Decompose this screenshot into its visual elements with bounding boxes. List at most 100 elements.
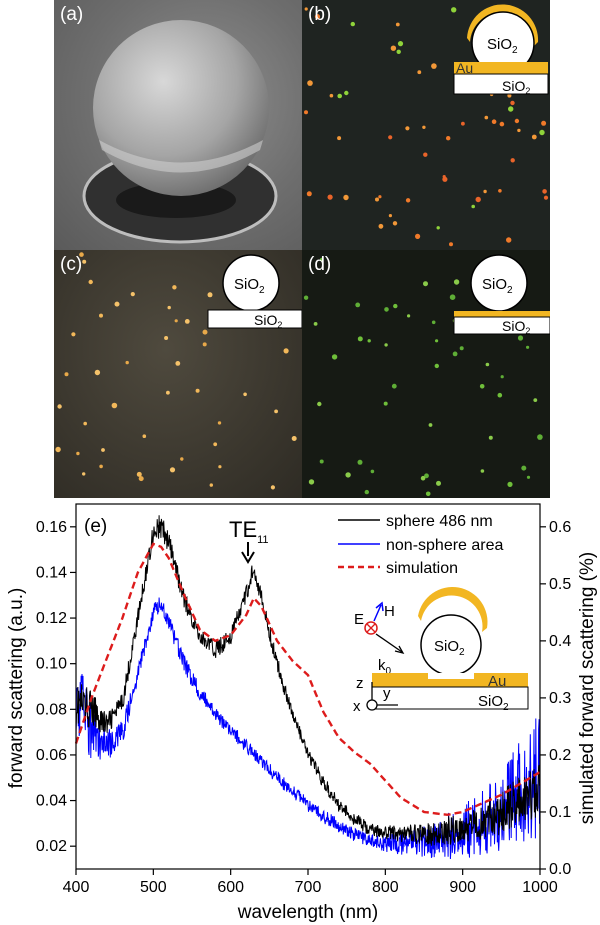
panel-c-schematic: SiO2 SiO2 — [207, 254, 302, 330]
legend-label-simulation: simulation — [386, 560, 458, 577]
panel-b-gold-cap — [467, 4, 539, 47]
scattering-particle — [209, 483, 213, 487]
inset-z-label: z — [356, 675, 364, 692]
scattering-particle — [304, 7, 308, 11]
scattering-particle — [82, 472, 86, 476]
panel-b-schematic: SiO2 Au SiO2 — [453, 4, 549, 96]
scattering-particle — [451, 7, 457, 13]
panel-c-substrate-label: SiO2 — [254, 312, 282, 330]
scattering-particle — [174, 319, 178, 323]
scattering-particle — [491, 119, 497, 124]
te11-annotation: TE11 — [229, 517, 269, 546]
scattering-particle — [436, 480, 441, 486]
scattering-particle — [475, 196, 481, 203]
legend-label-non-sphere: non-sphere area — [386, 537, 504, 554]
scattering-particle — [270, 485, 275, 490]
scattering-particle — [479, 384, 485, 389]
scattering-particle — [471, 204, 475, 209]
scattering-particle — [483, 189, 487, 194]
y-tick-label-left: 0.08 — [36, 701, 67, 718]
inset-h-label: H — [384, 603, 395, 620]
scattering-particle — [111, 402, 118, 409]
x-tick-label: 500 — [140, 879, 167, 896]
scattering-particle — [364, 489, 369, 495]
scattering-particle — [507, 93, 512, 98]
scattering-particle — [453, 279, 460, 285]
panel-d-schematic: SiO2 SiO2 — [453, 254, 550, 336]
panel-a-label: (a) — [60, 4, 84, 25]
scattering-particle — [506, 237, 512, 243]
scattering-particle — [424, 473, 429, 479]
scattering-particle — [202, 342, 207, 347]
scattering-particle — [99, 464, 103, 469]
panel-b-sphere-label: SiO2 — [487, 36, 518, 56]
scattering-particle — [76, 451, 80, 456]
scattering-particle — [383, 401, 388, 406]
scattering-particle — [384, 343, 388, 347]
scattering-particle — [395, 22, 400, 27]
y-tick-label-left: 0.06 — [36, 747, 67, 764]
y-tick-label-right: 0.4 — [549, 633, 571, 650]
inset-gold-film — [372, 673, 528, 687]
scattering-particle — [138, 476, 144, 482]
chart-legend: sphere 486 nm non-sphere area simulation — [338, 513, 504, 577]
y-tick-label-right: 0.0 — [549, 861, 571, 878]
scattering-particle — [434, 363, 439, 369]
scattering-particle — [485, 362, 490, 367]
panel-c-sphere-label: SiO2 — [234, 276, 265, 296]
scattering-particle — [172, 285, 177, 290]
inset-gold-film-gap — [428, 673, 474, 679]
legend-label-sphere: sphere 486 nm — [386, 513, 493, 530]
scattering-particle — [313, 322, 318, 326]
inset-x-label: x — [353, 698, 361, 715]
scattering-particle — [88, 279, 93, 285]
x-tick-label: 400 — [63, 879, 90, 896]
inset-substrate-label: SiO2 — [478, 693, 509, 713]
scattering-particle — [327, 194, 333, 200]
x-tick-label: 1000 — [522, 879, 558, 896]
scattering-particle — [537, 434, 543, 440]
panel-c-dots — [55, 252, 297, 490]
scattering-particle — [539, 129, 545, 136]
scattering-particle — [517, 128, 521, 133]
chart-series-group — [74, 515, 541, 860]
scattering-particle — [435, 339, 439, 343]
scattering-particle — [500, 375, 504, 379]
scattering-particle — [392, 221, 398, 226]
scattering-particle — [218, 465, 222, 469]
scattering-particle — [514, 118, 520, 124]
panel-d-gold-film — [454, 311, 550, 317]
scattering-particle — [357, 459, 363, 465]
scattering-particle — [422, 125, 426, 129]
scattering-particle — [367, 339, 371, 343]
scattering-particle — [405, 126, 410, 131]
scattering-particle — [184, 319, 190, 324]
scattering-particle — [510, 100, 515, 106]
scattering-particle — [542, 189, 547, 194]
panel-b-substrate-label: SiO2 — [502, 78, 530, 96]
scattering-particle — [57, 404, 62, 409]
scattering-particle — [195, 388, 200, 393]
panel-c-darkfield: (c) SiO2 SiO2 — [54, 250, 302, 498]
panel-b-label: (b) — [308, 4, 332, 25]
scattering-particle — [82, 259, 87, 264]
scattering-particle — [344, 90, 349, 96]
scattering-particle — [355, 302, 361, 308]
scattering-particle — [308, 479, 315, 485]
scattering-particle — [101, 448, 105, 452]
scattering-particle — [423, 152, 428, 157]
inset-sphere-label: SiO2 — [434, 638, 465, 658]
scattering-particle — [517, 335, 524, 341]
scattering-particle — [337, 93, 342, 99]
scattering-particle — [431, 320, 436, 325]
scattering-particle — [390, 45, 397, 51]
scattering-particle — [442, 176, 448, 182]
scattering-particle — [533, 398, 538, 402]
chart-ticks-group: 400 500 600 700 800 900 1000 0.02 0.04 0.06 0.08 0.… — [36, 519, 571, 896]
y-tick-label-left: 0.02 — [36, 838, 67, 855]
scattering-particle — [388, 214, 392, 218]
x-tick-label: 700 — [295, 879, 322, 896]
panel-d-substrate — [453, 316, 550, 335]
inset-e-cross-b — [366, 623, 376, 633]
scattering-particle — [526, 345, 530, 349]
